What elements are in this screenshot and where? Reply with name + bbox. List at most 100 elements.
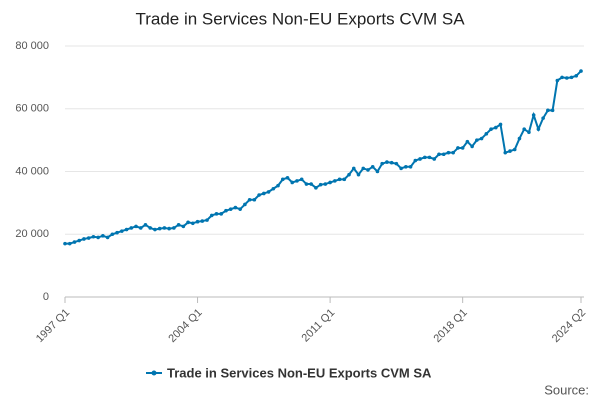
- point: [456, 146, 460, 150]
- point: [404, 164, 408, 169]
- point: [451, 150, 455, 155]
- point: [385, 160, 389, 164]
- point: [157, 226, 162, 231]
- point: [569, 75, 574, 80]
- point: [470, 144, 474, 149]
- point: [479, 136, 484, 141]
- x-tick-label: 2018 Q1: [432, 307, 470, 345]
- point: [427, 155, 432, 160]
- y-tick-label: 20 000: [15, 228, 49, 240]
- line: [65, 70, 582, 245]
- point: [67, 241, 72, 246]
- point: [134, 224, 138, 229]
- legend-swatch-point: [151, 370, 157, 376]
- point: [441, 152, 446, 157]
- point: [484, 132, 489, 136]
- point: [503, 150, 508, 155]
- y-tick-label: 80 000: [15, 40, 49, 52]
- point: [120, 229, 124, 233]
- point: [285, 175, 290, 180]
- point: [541, 116, 545, 120]
- point: [209, 213, 214, 218]
- point: [574, 74, 579, 78]
- y-tick-label: 60 000: [15, 103, 49, 115]
- point: [224, 208, 228, 213]
- point: [408, 164, 413, 169]
- point: [262, 191, 266, 196]
- point: [333, 179, 337, 183]
- point: [546, 108, 550, 113]
- point: [512, 147, 517, 152]
- point: [228, 207, 233, 211]
- point: [380, 161, 384, 166]
- point: [266, 190, 271, 194]
- point: [508, 149, 512, 153]
- chart-title: Trade in Services Non-EU Exports CVM SA: [135, 9, 465, 28]
- point: [446, 150, 451, 155]
- point: [493, 125, 498, 130]
- point: [124, 227, 129, 232]
- point: [314, 186, 318, 190]
- point: [394, 161, 399, 166]
- point: [115, 230, 119, 235]
- point: [233, 205, 238, 210]
- point: [276, 183, 280, 188]
- point: [247, 197, 252, 202]
- point: [536, 127, 541, 131]
- point: [205, 218, 209, 222]
- point: [162, 226, 167, 230]
- point: [351, 166, 356, 171]
- x-tick-label: 2004 Q1: [166, 307, 204, 345]
- point: [271, 186, 276, 191]
- point: [96, 235, 100, 240]
- point: [413, 158, 418, 163]
- point: [550, 108, 555, 113]
- point: [375, 169, 380, 174]
- point: [555, 78, 560, 83]
- y-tick-label: 40 000: [15, 165, 49, 177]
- point: [309, 182, 313, 186]
- source: Source:: [544, 382, 589, 397]
- point: [560, 75, 564, 80]
- point: [517, 136, 522, 141]
- point: [361, 166, 366, 171]
- point: [195, 219, 200, 224]
- point: [432, 157, 437, 161]
- point: [422, 155, 427, 160]
- point: [257, 193, 261, 197]
- point: [143, 223, 148, 227]
- point: [63, 241, 67, 246]
- point: [389, 160, 394, 165]
- point: [564, 76, 569, 80]
- point: [460, 146, 465, 150]
- point: [167, 226, 171, 231]
- point: [219, 212, 224, 216]
- point: [465, 139, 470, 144]
- point: [347, 172, 351, 177]
- point: [370, 164, 375, 169]
- point: [437, 152, 441, 157]
- point: [101, 234, 105, 238]
- point: [72, 240, 77, 244]
- x-tick-label: 2011 Q1: [300, 307, 338, 345]
- point: [86, 236, 91, 240]
- point: [153, 227, 157, 232]
- point: [252, 197, 257, 202]
- x-tick-label: 2024 Q2: [550, 307, 588, 345]
- point: [498, 122, 503, 127]
- point: [290, 180, 295, 185]
- point: [243, 202, 247, 207]
- point: [418, 157, 422, 161]
- point: [148, 226, 153, 230]
- y-tick-label: 0: [43, 291, 49, 303]
- point: [527, 130, 531, 135]
- point: [129, 226, 134, 230]
- point: [318, 182, 323, 187]
- point: [522, 127, 526, 131]
- point: [138, 226, 143, 230]
- point: [356, 172, 361, 177]
- x-tick-label: 1997 Q1: [34, 307, 72, 345]
- point: [299, 177, 304, 182]
- point: [186, 220, 190, 225]
